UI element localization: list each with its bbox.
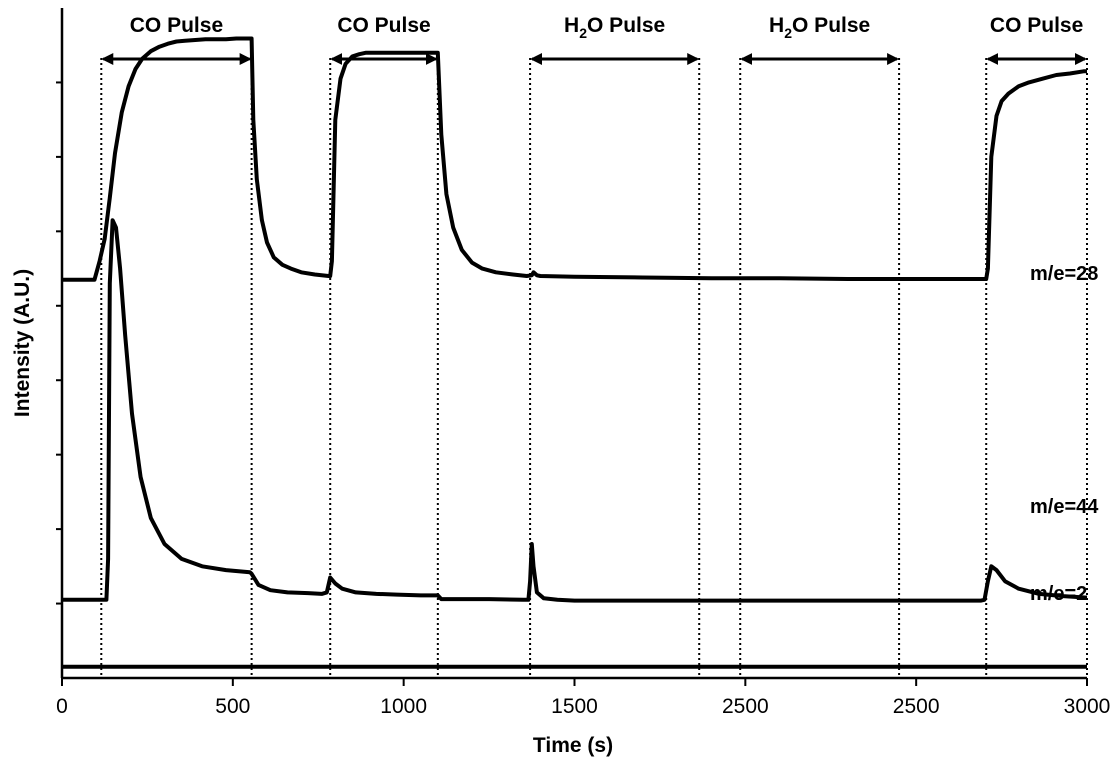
series-lines — [62, 36, 1088, 669]
x-tick-label: 2500 — [893, 695, 940, 718]
labels: Time (s) Intensity (A.U.) m/e=28 m/e=44 m/… — [11, 263, 1099, 757]
series-label: m/e=2 — [1030, 583, 1087, 605]
series-label: m/e=44 — [1030, 496, 1099, 518]
y-axis-title: Intensity (A.U.) — [11, 269, 34, 417]
pulse-label-main: H — [564, 14, 579, 37]
pulse-label: CO Pulse — [990, 14, 1083, 37]
pulse-label-tail: O Pulse — [792, 14, 870, 37]
pulse-label: H2O Pulse — [769, 14, 870, 41]
series-line — [62, 36, 1088, 282]
pulse-label: H2O Pulse — [564, 14, 665, 41]
series-line — [62, 218, 1088, 603]
pulse-label-subscript: 2 — [784, 25, 792, 41]
x-tick-label: 1000 — [380, 695, 427, 718]
ticks: 0 500 1000 1500 2500 2500 3000 — [56, 81, 1111, 718]
x-tick-label: 500 — [215, 695, 250, 718]
pulse-label-main: CO Pulse — [990, 14, 1083, 37]
series-label: m/e=28 — [1030, 263, 1098, 285]
pulse-label-main: CO Pulse — [337, 14, 430, 37]
x-axis-title: Time (s) — [533, 734, 613, 757]
x-tick-label: 2500 — [722, 695, 769, 718]
pulse-markers: CO Pulse CO Pulse H2O Pulse H2O Pulse CO Pul… — [100, 14, 1088, 678]
pulse-label: CO Pulse — [337, 14, 430, 37]
x-tick-label: 1500 — [551, 695, 598, 718]
axes — [60, 8, 1087, 680]
x-tick-label: 3000 — [1064, 695, 1111, 718]
pulse-label-main: H — [769, 14, 784, 37]
pulse-label: CO Pulse — [130, 14, 223, 37]
pulse-label-main: CO Pulse — [130, 14, 223, 37]
pulse-label-subscript: 2 — [579, 25, 587, 41]
pulse-label-tail: O Pulse — [587, 14, 665, 37]
x-tick-label: 0 — [56, 695, 68, 718]
